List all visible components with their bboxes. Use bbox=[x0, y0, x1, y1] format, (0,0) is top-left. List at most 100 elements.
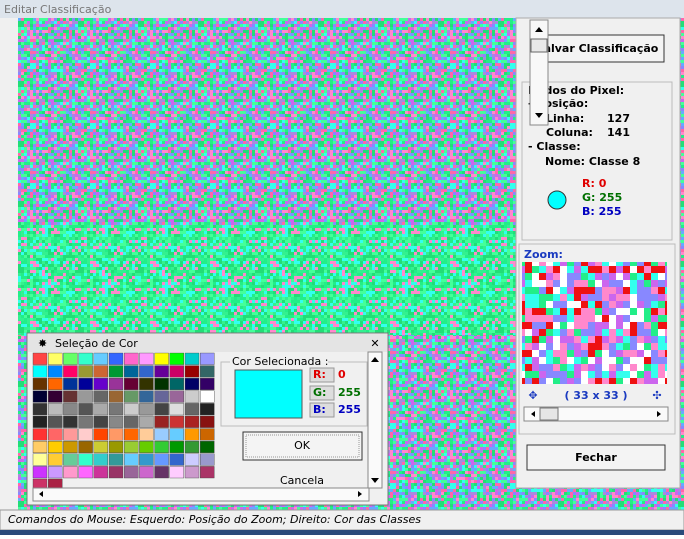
palette-swatch bbox=[94, 416, 108, 428]
palette-swatch bbox=[139, 403, 153, 415]
palette-swatch bbox=[139, 454, 153, 466]
palette-swatch bbox=[33, 391, 47, 403]
dialog-b-value: 255 bbox=[338, 403, 361, 416]
ok-label: OK bbox=[294, 439, 311, 452]
palette-swatch bbox=[109, 429, 123, 441]
palette-swatch bbox=[200, 441, 214, 453]
palette-swatch bbox=[185, 353, 199, 365]
palette-swatch bbox=[155, 441, 169, 453]
h-thumb[interactable] bbox=[540, 408, 558, 420]
palette-swatch bbox=[109, 454, 123, 466]
dialog-close[interactable]: ✕ bbox=[370, 337, 379, 350]
palette-swatch bbox=[155, 391, 169, 403]
palette-swatch bbox=[48, 429, 62, 441]
palette-swatch bbox=[48, 366, 62, 378]
palette-swatch bbox=[155, 429, 169, 441]
palette-swatch bbox=[63, 403, 77, 415]
palette-swatch bbox=[185, 416, 199, 428]
palette-swatch bbox=[63, 429, 77, 441]
palette-swatch bbox=[79, 441, 93, 453]
palette-swatch bbox=[200, 378, 214, 390]
palette-swatch bbox=[79, 429, 93, 441]
class-heading: - Classe: bbox=[528, 140, 581, 153]
zoom-in-icon[interactable]: ✣ bbox=[652, 389, 661, 402]
palette-swatch bbox=[94, 454, 108, 466]
palette-swatch bbox=[139, 416, 153, 428]
dialog-v-scroll[interactable] bbox=[368, 352, 382, 488]
b-value: B: 255 bbox=[582, 205, 622, 218]
class-color bbox=[548, 191, 566, 209]
g-value: G: 255 bbox=[582, 191, 622, 204]
zoom-image bbox=[522, 262, 667, 384]
palette-swatch bbox=[170, 454, 184, 466]
palette-swatch bbox=[63, 466, 77, 478]
dialog-r-value: 0 bbox=[338, 368, 346, 381]
palette-swatch bbox=[185, 441, 199, 453]
scroll-thumb[interactable] bbox=[531, 39, 547, 52]
palette-swatch bbox=[79, 353, 93, 365]
palette-swatch bbox=[185, 378, 199, 390]
palette-h-scroll[interactable] bbox=[33, 488, 369, 501]
palette-swatch bbox=[155, 454, 169, 466]
dialog-b-label: B: bbox=[313, 403, 326, 416]
palette-swatch bbox=[109, 403, 123, 415]
palette-swatch bbox=[124, 429, 138, 441]
palette-swatch bbox=[94, 378, 108, 390]
palette-swatch bbox=[200, 353, 214, 365]
palette-swatch bbox=[79, 466, 93, 478]
palette-swatch bbox=[139, 353, 153, 365]
column-value: 141 bbox=[607, 126, 630, 139]
palette-swatch bbox=[48, 441, 62, 453]
palette-swatch bbox=[124, 441, 138, 453]
palette-swatch bbox=[33, 441, 47, 453]
palette-swatch bbox=[79, 378, 93, 390]
palette-swatch bbox=[48, 378, 62, 390]
palette-swatch bbox=[170, 429, 184, 441]
palette-swatch bbox=[139, 441, 153, 453]
palette-swatch bbox=[48, 391, 62, 403]
palette-swatch bbox=[33, 378, 47, 390]
palette-swatch bbox=[79, 454, 93, 466]
palette-swatch bbox=[94, 441, 108, 453]
selected-label: Cor Selecionada : bbox=[232, 355, 328, 368]
palette-swatch bbox=[200, 403, 214, 415]
palette-swatch bbox=[200, 454, 214, 466]
column-label: Coluna: bbox=[546, 126, 593, 139]
palette-swatch bbox=[139, 366, 153, 378]
palette-swatch bbox=[170, 353, 184, 365]
line-value: 127 bbox=[607, 112, 630, 125]
palette-swatch bbox=[33, 454, 47, 466]
palette-swatch bbox=[139, 378, 153, 390]
palette-swatch bbox=[124, 366, 138, 378]
palette-swatch bbox=[185, 429, 199, 441]
palette-swatch bbox=[109, 416, 123, 428]
palette-swatch bbox=[63, 366, 77, 378]
palette-swatch bbox=[124, 378, 138, 390]
palette-swatch bbox=[139, 391, 153, 403]
line-label: Linha: bbox=[546, 112, 584, 125]
zoom-label: Zoom: bbox=[524, 248, 563, 261]
palette-swatch bbox=[48, 416, 62, 428]
v-scrollbar[interactable] bbox=[530, 20, 548, 125]
window-title: Editar Classificação bbox=[4, 3, 112, 16]
dialog-title: Seleção de Cor bbox=[55, 337, 138, 350]
palette-swatch bbox=[200, 429, 214, 441]
palette-swatch bbox=[170, 466, 184, 478]
palette-swatch bbox=[33, 416, 47, 428]
zoom-out-icon[interactable]: ✥ bbox=[528, 389, 537, 402]
palette-swatch bbox=[155, 416, 169, 428]
save-label: Salvar Classificação bbox=[536, 42, 659, 55]
r-value: R: 0 bbox=[582, 177, 607, 190]
palette-swatch bbox=[124, 353, 138, 365]
class-name: Nome: Classe 8 bbox=[545, 155, 640, 168]
status-text: Comandos do Mouse: Esquerdo: Posição do … bbox=[8, 513, 421, 526]
palette-swatch bbox=[155, 466, 169, 478]
palette-swatch bbox=[124, 416, 138, 428]
cancel-label[interactable]: Cancela bbox=[280, 474, 324, 487]
palette-swatch bbox=[63, 441, 77, 453]
palette-swatch bbox=[33, 366, 47, 378]
close-label: Fechar bbox=[575, 451, 617, 464]
palette-swatch bbox=[155, 353, 169, 365]
palette-swatch bbox=[185, 366, 199, 378]
palette-swatch bbox=[79, 403, 93, 415]
